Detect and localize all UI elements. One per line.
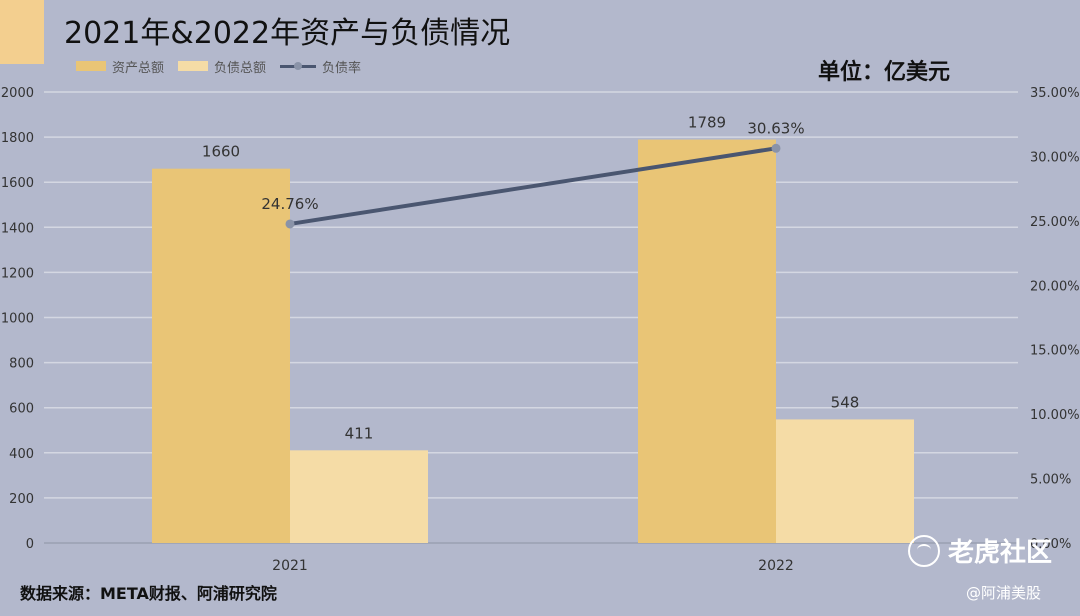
y2-tick-label: 20.00% [1030, 279, 1080, 294]
watermark-brand: 老虎社区 [908, 532, 1052, 569]
ratio-point [285, 219, 295, 229]
legend-item-ratio: 负债率 [280, 57, 361, 76]
chart-title: 2021年&2022年资产与负债情况 [64, 16, 511, 51]
y2-tick-label: 15.00% [1030, 344, 1080, 359]
watermark-logo-icon [908, 534, 940, 567]
y-tick-label: 600 [9, 402, 34, 417]
y-tick-label: 1800 [1, 131, 34, 146]
data-label-assets: 1789 [688, 114, 726, 132]
data-label-ratio: 30.63% [747, 119, 804, 137]
y-tick-label: 0 [26, 537, 34, 552]
ratio-point [771, 143, 781, 153]
ratio-line [289, 146, 777, 226]
watermark-brand-text: 老虎社区 [948, 538, 1053, 568]
y2-tick-label: 10.00% [1030, 408, 1080, 423]
legend-swatch-ratio [280, 61, 317, 71]
watermark-handle: @阿浦美股 [966, 584, 1042, 602]
y-tick-label: 1000 [1, 312, 34, 327]
unit-label: 单位：亿美元 [818, 60, 951, 85]
chart-legend: 资产总额 负债总额 负债率 [76, 56, 361, 76]
data-label-liabilities: 548 [831, 393, 860, 411]
y-tick-label: 1200 [1, 266, 34, 281]
legend-swatch-assets [76, 61, 106, 71]
data-label-assets: 1660 [202, 143, 240, 161]
y2-tick-label: 5.00% [1030, 473, 1071, 488]
source-note: 数据来源：META财报、阿浦研究院 [20, 584, 277, 603]
data-label-ratio: 24.76% [261, 195, 318, 213]
y-tick-label: 400 [9, 447, 34, 462]
y-tick-label: 1400 [1, 221, 34, 236]
legend-item-assets: 资产总额 [76, 57, 164, 76]
legend-swatch-liabilities [178, 61, 209, 71]
y-tick-label: 2000 [1, 86, 34, 101]
y-tick-label: 800 [9, 357, 34, 372]
corner-accent [0, 0, 44, 64]
y-tick-label: 1600 [1, 176, 34, 191]
y2-tick-label: 0.00% [1030, 537, 1071, 552]
legend-label-liabilities: 负债总额 [214, 60, 267, 76]
legend-label-assets: 资产总额 [112, 60, 165, 76]
legend-item-liabilities: 负债总额 [178, 57, 266, 76]
y2-tick-label: 35.00% [1030, 86, 1080, 101]
y2-tick-label: 30.00% [1030, 150, 1080, 165]
x-tick-label: 2022 [758, 558, 794, 574]
legend-label-ratio: 负债率 [322, 60, 362, 76]
y2-tick-label: 25.00% [1030, 215, 1080, 230]
bar-liabilities [776, 419, 914, 543]
bar-assets [152, 168, 290, 544]
y-tick-label: 200 [9, 492, 34, 507]
bar-liabilities [290, 450, 428, 543]
bar-assets [638, 139, 776, 543]
x-tick-label: 2021 [272, 558, 308, 574]
data-label-liabilities: 411 [345, 424, 374, 442]
